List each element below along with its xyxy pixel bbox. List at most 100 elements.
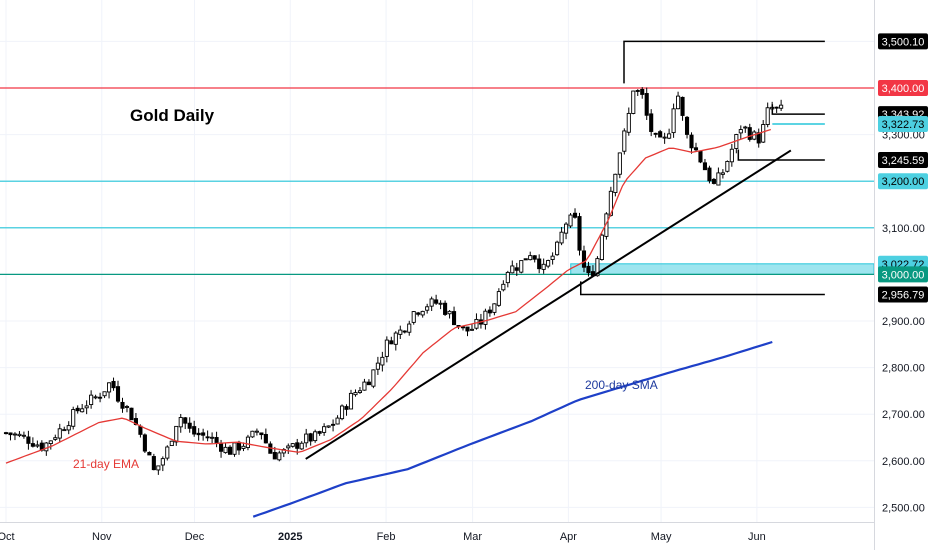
price-tag — [878, 173, 928, 190]
step-line — [623, 40, 825, 84]
price-tag-label: 3,245.59 — [882, 155, 925, 167]
candle-up — [599, 234, 604, 260]
x-tick-label: Mar — [463, 531, 482, 543]
candle-up — [420, 310, 425, 316]
ema-21-line — [5, 128, 771, 464]
candle-up — [223, 446, 228, 454]
price-tag — [878, 116, 928, 133]
candle-up — [362, 381, 367, 391]
candle-up — [89, 394, 94, 406]
candle-down — [115, 386, 121, 402]
step-line — [737, 149, 825, 161]
price-tags: 3,500.103,400.003,343.923,322.733,245.59… — [878, 33, 928, 303]
candle-down — [308, 433, 313, 442]
candle-up — [447, 310, 452, 315]
candle-up — [313, 431, 318, 442]
candle-up — [124, 406, 130, 408]
candle-down — [586, 265, 591, 274]
candle-up — [290, 443, 295, 447]
candle-up — [617, 152, 622, 175]
candle-down — [747, 127, 752, 140]
candle-up — [335, 417, 340, 425]
candle-up — [716, 172, 721, 186]
candle-up — [667, 133, 672, 139]
candle-up — [407, 323, 412, 333]
candle-down — [465, 326, 470, 332]
price-tag — [878, 266, 928, 283]
y-tick-label: 2,600.00 — [882, 456, 925, 468]
y-tick-label: 2,900.00 — [882, 316, 925, 328]
candle-up — [178, 417, 183, 428]
candle-down — [201, 432, 206, 436]
candle-down — [272, 452, 277, 460]
candle-down — [698, 150, 703, 163]
candle-down — [532, 255, 537, 260]
trend-line — [305, 149, 792, 460]
candle-up — [326, 425, 331, 428]
candle-down — [214, 437, 219, 443]
candle-up — [53, 437, 58, 440]
ema-21-layer — [5, 128, 771, 464]
candle-up — [277, 452, 282, 461]
candle-down — [514, 267, 519, 271]
candle-up — [496, 291, 501, 306]
candle-down — [192, 426, 197, 435]
candle-up — [595, 258, 600, 277]
price-tag — [878, 286, 928, 303]
price-tag-label: 3,200.00 — [882, 176, 925, 188]
candle-up — [232, 442, 237, 455]
candle-down — [98, 396, 103, 399]
x-tick-label: Jun — [748, 531, 766, 543]
x-tick-label: May — [651, 531, 672, 543]
candle-up — [160, 458, 165, 466]
candle-up — [761, 124, 766, 143]
candle-up — [62, 429, 67, 432]
candle-down — [295, 442, 300, 449]
price-tag-label: 3,400.00 — [882, 83, 925, 95]
candle-up — [250, 430, 255, 438]
price-tag-label: 3,500.10 — [882, 36, 925, 48]
candle-up — [393, 332, 398, 345]
x-tick-label: Nov — [92, 531, 112, 543]
candle-down — [111, 380, 116, 389]
candle-up — [550, 255, 555, 260]
candle-up — [765, 107, 770, 125]
candle-up — [671, 108, 676, 134]
candle-down — [702, 162, 708, 171]
candle-up — [12, 433, 18, 436]
candle-up — [510, 265, 515, 274]
candle-up — [66, 425, 71, 431]
x-tick-label: Dec — [185, 531, 205, 543]
horizontal-levels — [0, 87, 874, 275]
candle-down — [259, 432, 264, 436]
candle-down — [680, 96, 685, 116]
price-tag-label: 2,956.79 — [882, 290, 925, 302]
candle-up — [71, 409, 76, 427]
candle-down — [640, 89, 645, 95]
candle-down — [577, 216, 582, 251]
candle-down — [120, 401, 125, 409]
step-line — [771, 104, 825, 115]
candle-down — [317, 431, 322, 434]
candle-down — [26, 436, 31, 444]
candle-down — [711, 178, 716, 184]
candle-up — [528, 255, 533, 261]
candle-up — [541, 263, 546, 270]
x-tick-label: 2025 — [278, 531, 302, 543]
y-axis-ticks: 3,300.00 3,100.00 2,900.00 2,800.00 2,700.00… — [882, 130, 925, 515]
candle-up — [174, 425, 179, 443]
candle-up — [80, 408, 85, 413]
candle-up — [48, 440, 53, 444]
candle-up — [546, 260, 551, 267]
candle-down — [774, 106, 779, 109]
candle-down — [75, 407, 80, 412]
candle-up — [102, 391, 107, 397]
candle-down — [263, 433, 268, 444]
candle-down — [147, 451, 152, 456]
candle-up — [35, 444, 40, 447]
candle-down — [389, 340, 394, 345]
candle-up — [429, 298, 434, 307]
candle-up — [322, 426, 327, 433]
y-tick-label: 3,300.00 — [882, 130, 925, 142]
